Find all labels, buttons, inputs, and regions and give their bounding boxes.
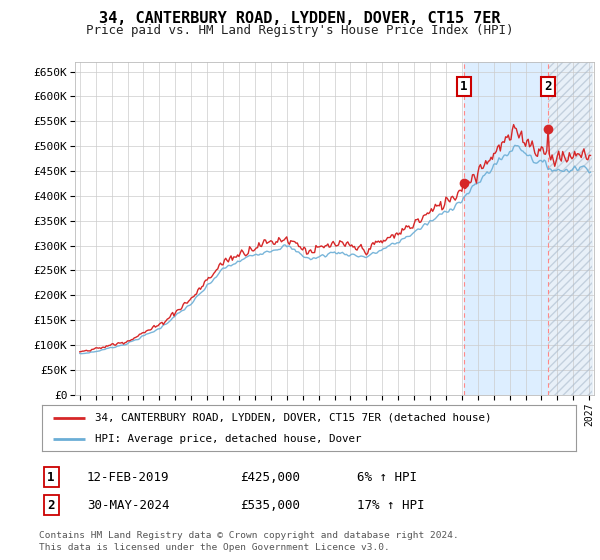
Text: 30-MAY-2024: 30-MAY-2024 xyxy=(87,498,170,512)
Text: £425,000: £425,000 xyxy=(240,470,300,484)
Text: 34, CANTERBURY ROAD, LYDDEN, DOVER, CT15 7ER (detached house): 34, CANTERBURY ROAD, LYDDEN, DOVER, CT15… xyxy=(95,413,492,423)
Text: HPI: Average price, detached house, Dover: HPI: Average price, detached house, Dove… xyxy=(95,434,362,444)
Text: 12-FEB-2019: 12-FEB-2019 xyxy=(87,470,170,484)
Text: This data is licensed under the Open Government Licence v3.0.: This data is licensed under the Open Gov… xyxy=(39,543,390,552)
Text: 1: 1 xyxy=(460,80,467,93)
Bar xyxy=(464,62,548,395)
Text: 2: 2 xyxy=(47,498,55,512)
Text: £535,000: £535,000 xyxy=(240,498,300,512)
Text: Contains HM Land Registry data © Crown copyright and database right 2024.: Contains HM Land Registry data © Crown c… xyxy=(39,531,459,540)
Text: Price paid vs. HM Land Registry's House Price Index (HPI): Price paid vs. HM Land Registry's House … xyxy=(86,24,514,36)
Text: 6% ↑ HPI: 6% ↑ HPI xyxy=(357,470,417,484)
Text: 1: 1 xyxy=(47,470,55,484)
Bar xyxy=(548,62,592,395)
Text: 2: 2 xyxy=(544,80,552,93)
Text: 34, CANTERBURY ROAD, LYDDEN, DOVER, CT15 7ER: 34, CANTERBURY ROAD, LYDDEN, DOVER, CT15… xyxy=(99,11,501,26)
Text: 17% ↑ HPI: 17% ↑ HPI xyxy=(357,498,425,512)
Bar xyxy=(548,62,592,395)
